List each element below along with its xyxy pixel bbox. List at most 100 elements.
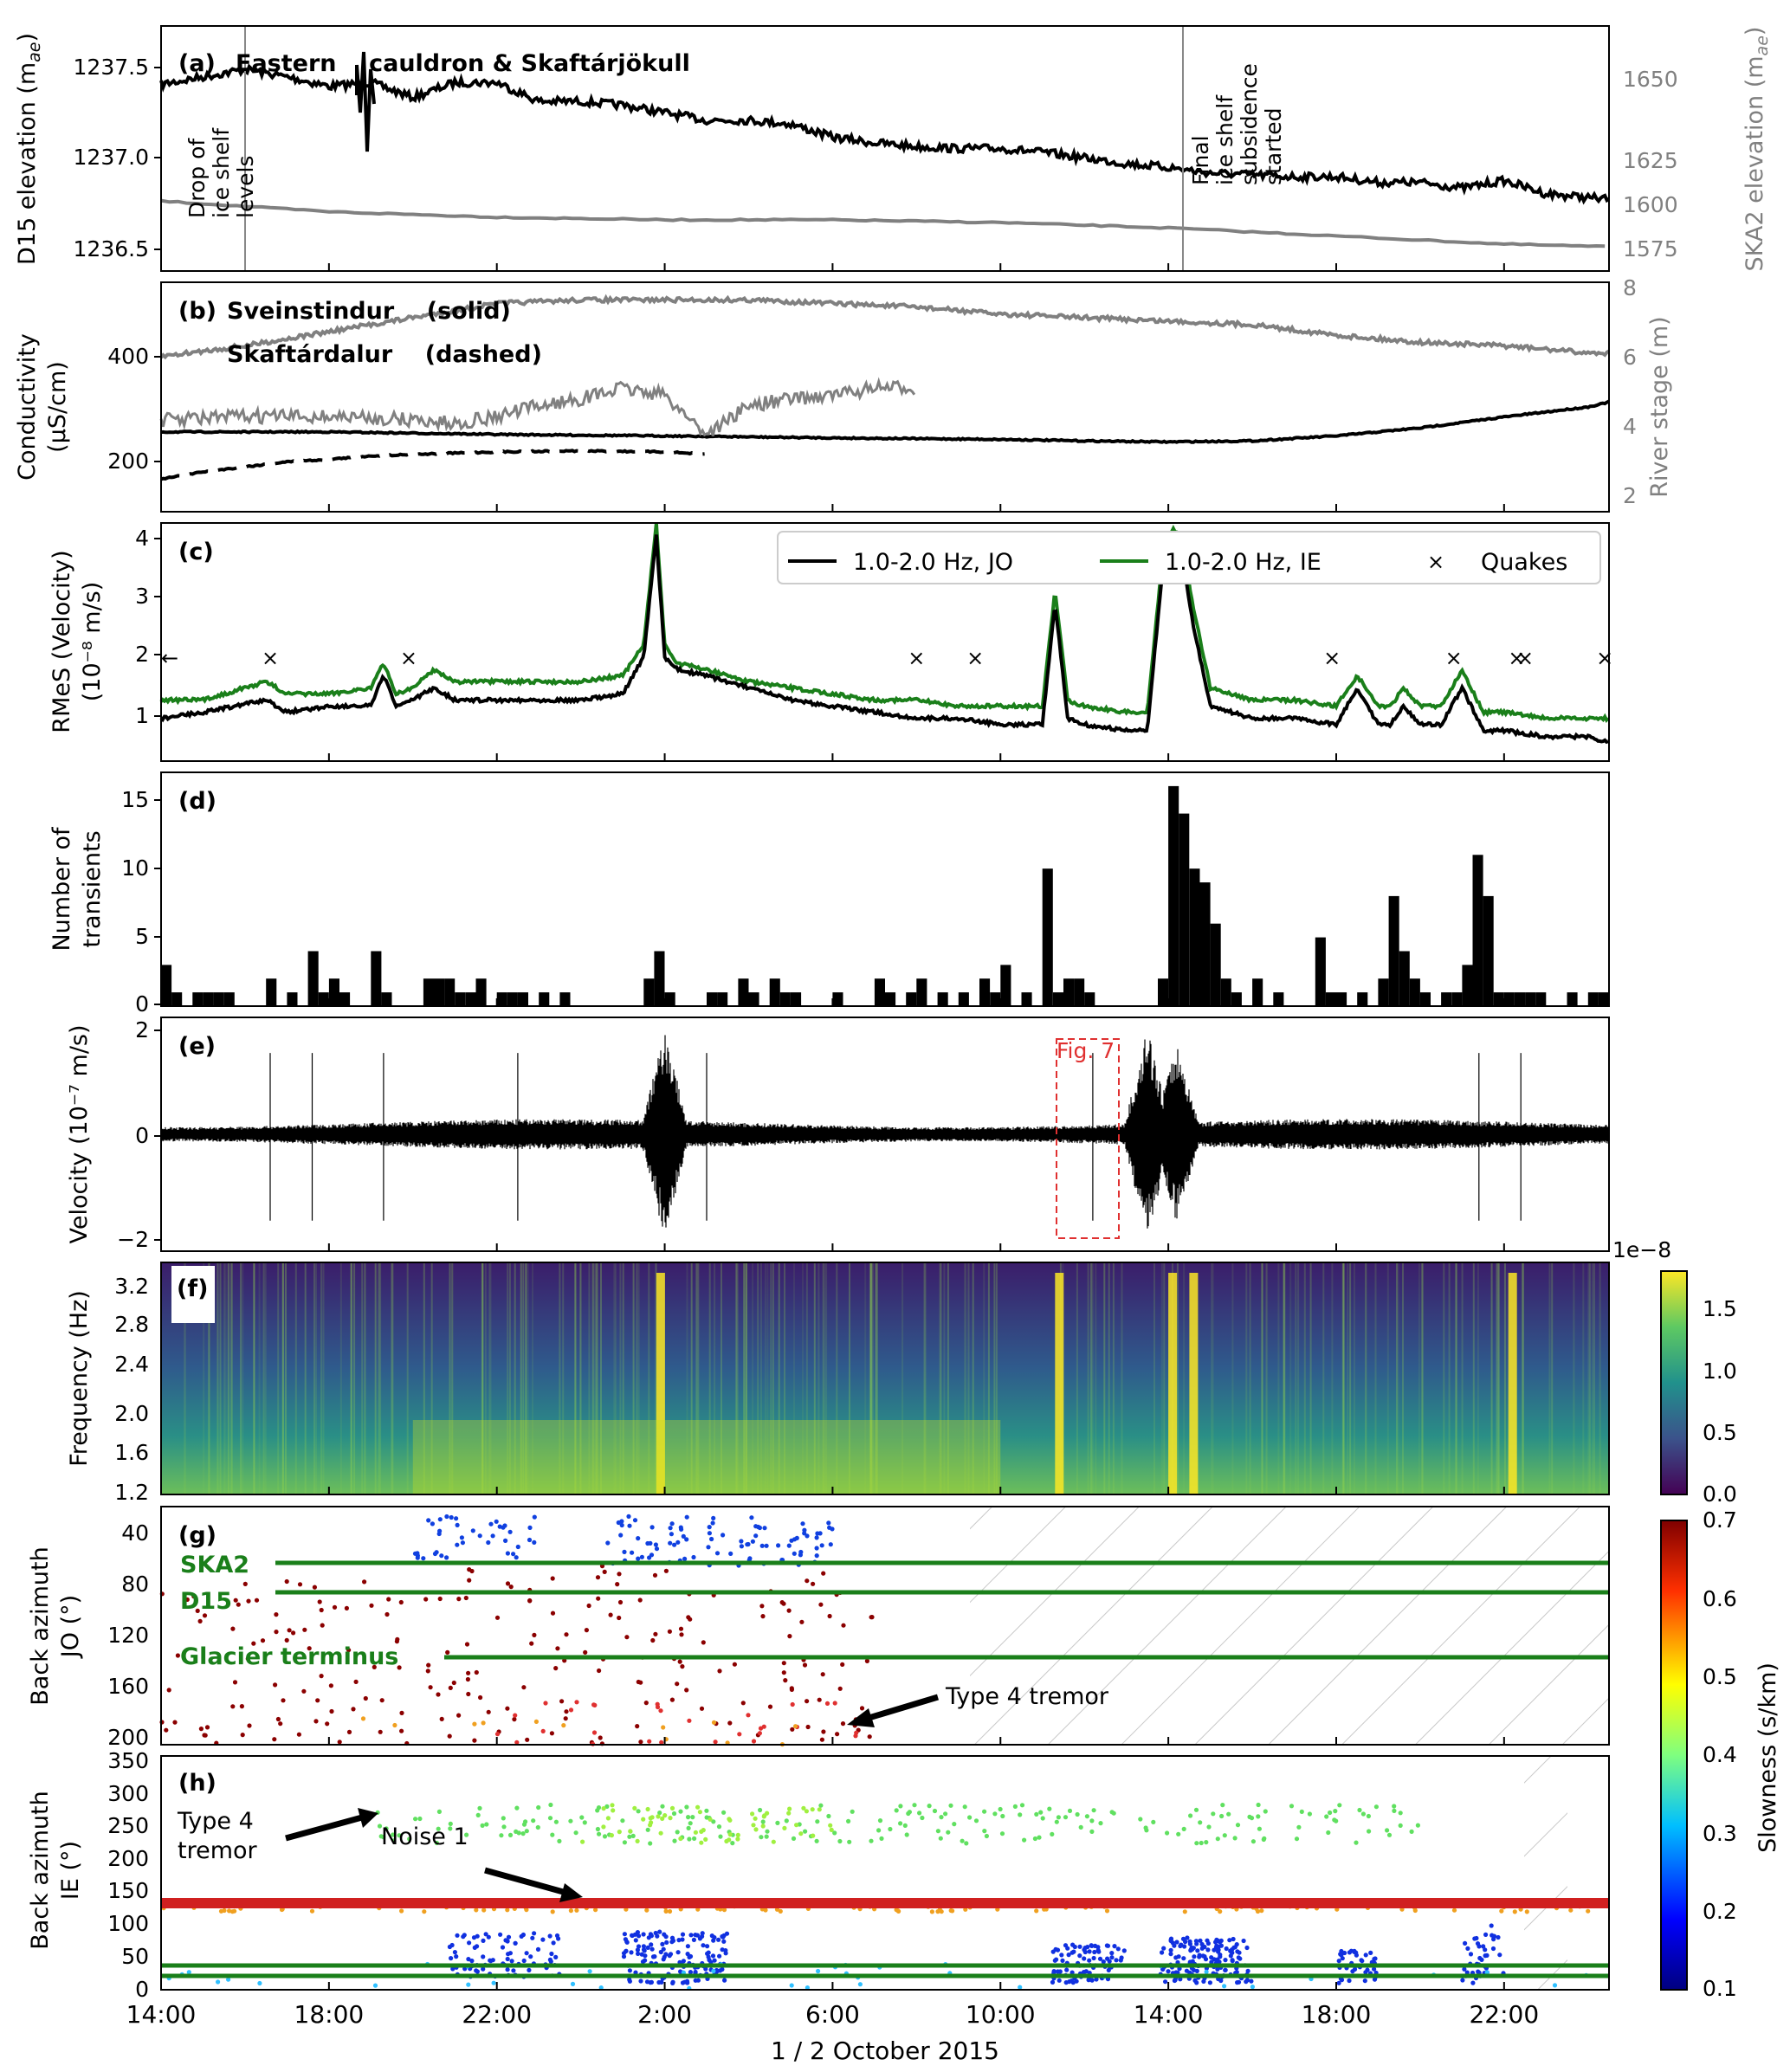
h-point <box>1181 1826 1186 1831</box>
h-point <box>712 1958 717 1963</box>
h-point <box>1245 1968 1250 1973</box>
g-point <box>514 1740 520 1745</box>
h-point <box>532 1931 537 1936</box>
g-point <box>732 1662 738 1667</box>
g-point <box>707 1525 712 1530</box>
h-point <box>1222 1984 1227 1989</box>
g-point <box>837 1686 843 1691</box>
h-point <box>1367 1829 1372 1834</box>
g-point <box>759 1543 765 1548</box>
d-bar <box>266 978 277 1006</box>
g-point <box>564 1709 569 1714</box>
g-point <box>867 1734 872 1740</box>
e-ytick-label: −2 <box>117 1227 149 1252</box>
f-noise-stripe <box>965 1262 967 1494</box>
h-point <box>898 1804 903 1809</box>
h-point <box>678 1809 683 1814</box>
h-point <box>697 1810 703 1815</box>
panel-e: Fig. 7 (e) −2 0 2 Velocity (10⁻⁷ m/s) <box>66 1017 1610 1252</box>
h-point <box>1392 1808 1397 1813</box>
h-point <box>436 1809 442 1814</box>
h-point <box>1052 1958 1057 1963</box>
h-point <box>904 1832 909 1837</box>
h-point <box>912 1803 917 1808</box>
d-bar <box>203 992 214 1006</box>
f-noise-stripe <box>595 1262 598 1494</box>
h-point <box>1206 1824 1212 1830</box>
d-bar <box>223 992 235 1006</box>
g-point <box>437 1528 443 1533</box>
h-point <box>1072 1944 1077 1950</box>
h-point <box>992 1811 998 1817</box>
f-noise-stripe <box>1455 1262 1457 1494</box>
g-point <box>675 1539 681 1545</box>
f-noise-stripe <box>1461 1262 1464 1494</box>
d-bar <box>444 978 456 1006</box>
g-point <box>448 1685 453 1690</box>
h-point <box>1464 1970 1470 1975</box>
f-noise-stripe <box>876 1262 877 1494</box>
h-point <box>701 1828 706 1833</box>
h-point <box>1078 1824 1083 1830</box>
h-point <box>531 1818 536 1823</box>
h-point <box>1198 1938 1203 1943</box>
h-point <box>551 1940 556 1946</box>
g-point <box>166 1688 171 1693</box>
h-point <box>635 1947 641 1953</box>
d-bar <box>434 978 445 1006</box>
g-point <box>800 1521 805 1527</box>
f-noise-stripe <box>760 1262 762 1494</box>
h-point <box>711 1968 716 1973</box>
h-point <box>257 1980 262 1986</box>
h-point <box>1483 1947 1488 1953</box>
h-point <box>1328 1810 1333 1816</box>
g-point <box>746 1541 751 1547</box>
f-noise-stripe <box>735 1262 738 1494</box>
g-label-ska2: SKA2 <box>180 1552 249 1578</box>
h-point <box>1337 1803 1342 1808</box>
g-hatched-region <box>970 1507 1609 1745</box>
h-point <box>548 1802 553 1808</box>
f-bright-stripe <box>1508 1273 1517 1494</box>
b-y2tick-label: 6 <box>1623 345 1637 370</box>
d-bar <box>1515 992 1526 1006</box>
h-point <box>521 1958 527 1964</box>
f-noise-stripe <box>449 1262 451 1494</box>
g-point <box>472 1738 477 1743</box>
c-quake-marker: × <box>1596 646 1613 670</box>
h-point <box>1201 1978 1206 1984</box>
d-bar <box>507 992 518 1006</box>
h-point <box>1173 1978 1178 1983</box>
h-point <box>1207 1980 1212 1985</box>
d-bar <box>517 992 528 1006</box>
h-point <box>500 1945 506 1950</box>
f-noise-stripe <box>520 1262 522 1494</box>
h-ytick-label: 100 <box>107 1911 149 1936</box>
f-noise-stripe <box>1396 1262 1398 1494</box>
g-label-terminus: Glacier terminus <box>180 1643 398 1670</box>
g-point <box>595 1575 601 1580</box>
h-noise-band <box>161 1898 1609 1908</box>
f-ytick-label: 2.4 <box>114 1352 149 1377</box>
h-point <box>642 1948 647 1953</box>
h-point <box>693 1969 698 1975</box>
d-bar <box>475 978 487 1006</box>
h-point <box>850 1809 855 1814</box>
g-point <box>274 1612 279 1617</box>
x-tick-label: 22:00 <box>1469 2000 1539 2029</box>
h-point <box>662 1813 668 1818</box>
g-point <box>678 1525 683 1530</box>
a-annotation-1-line-3: levels <box>233 156 258 218</box>
h-point <box>1354 1840 1359 1845</box>
x-tick-label: 14:00 <box>126 2000 197 2029</box>
h-point <box>662 1954 667 1959</box>
h-point <box>686 1815 691 1820</box>
f-noise-stripe <box>757 1262 759 1494</box>
h-point <box>1360 1959 1365 1964</box>
h-point <box>688 1970 694 1975</box>
h-point <box>610 1803 615 1808</box>
a-annotation-2-line-3: subsidence <box>1237 63 1262 185</box>
g-point <box>687 1718 692 1723</box>
h-point <box>1118 1958 1123 1963</box>
h-point <box>1223 1967 1228 1972</box>
